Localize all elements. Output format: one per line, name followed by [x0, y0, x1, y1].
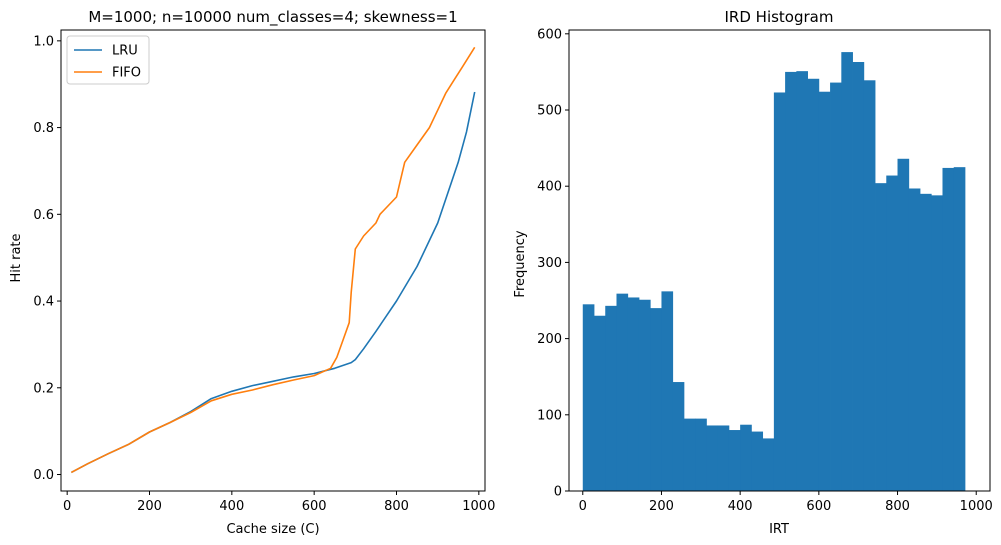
x-tick-label: 600: [302, 499, 327, 514]
histogram-bar: [661, 291, 674, 491]
x-tick-label: 200: [137, 499, 162, 514]
histogram-bar: [616, 293, 629, 491]
histogram-bar: [886, 175, 898, 492]
histogram-bar: [627, 297, 640, 491]
histogram-chart: IRD Histogram 0 200 400 600 800 1000 0 100 200 30…: [513, 8, 993, 537]
x-tick-label: 0: [63, 499, 71, 514]
histogram-bar: [582, 304, 595, 491]
histogram-bar: [863, 80, 876, 491]
histogram-bar: [717, 425, 730, 491]
y-axis-label: Hit rate: [9, 233, 24, 282]
y-tick-label: 0.0: [33, 468, 54, 483]
histogram-bar: [594, 315, 606, 491]
histogram-bar: [818, 91, 831, 491]
y-tick-label: 600: [537, 27, 562, 42]
histogram-bar: [706, 425, 719, 491]
histogram-bar: [942, 167, 955, 492]
y-tick-label: 0.8: [33, 121, 54, 136]
histogram-bar: [638, 299, 651, 491]
histogram-bar: [897, 158, 910, 491]
hit-rate-chart: M=1000; n=10000 num_classes=4; skewness=…: [9, 8, 495, 537]
x-tick-label: 800: [885, 499, 910, 514]
histogram-bar: [841, 52, 853, 491]
histogram-bar: [672, 382, 685, 491]
histogram-bar: [953, 167, 966, 491]
x-axis-label: Cache size (C): [226, 522, 319, 537]
y-tick-label: 200: [537, 332, 562, 347]
plot-area: 0 200 400 600 800 1000 0.0 0.2 0.4 0.6 0.8 1.0 LRU FI…: [33, 29, 495, 514]
histogram-bar: [852, 62, 865, 491]
chart-title: M=1000; n=10000 num_classes=4; skewness=…: [88, 8, 457, 27]
x-tick-label: 800: [384, 499, 409, 514]
histogram-bar: [830, 82, 842, 491]
histogram-bar: [683, 418, 696, 491]
histogram-bar: [785, 71, 797, 491]
y-tick-label: 0.2: [33, 381, 54, 396]
histogram-bar: [920, 193, 932, 491]
y-tick-label: 0.6: [33, 208, 54, 223]
histogram-bar: [751, 431, 764, 491]
histogram-bar: [728, 430, 741, 491]
x-tick-label: 400: [219, 499, 244, 514]
x-tick-label: 400: [728, 499, 753, 514]
histogram-bar: [796, 71, 808, 492]
histogram-bar: [773, 92, 786, 491]
series-line-fifo: [70, 46, 476, 474]
x-tick-label: 200: [649, 499, 674, 514]
histogram-bar: [605, 305, 617, 491]
plot-area: 0 200 400 600 800 1000 0 100 200 300 400 500 600: [537, 27, 993, 514]
x-tick-label: 600: [806, 499, 831, 514]
histogram-bar: [695, 418, 707, 491]
y-axis-label: Frequency: [513, 230, 528, 297]
legend-label-fifo: FIFO: [112, 66, 141, 81]
x-axis-label: IRT: [769, 522, 789, 537]
x-tick-label: 1000: [462, 499, 495, 514]
y-tick-label: 0: [554, 485, 562, 500]
y-tick-label: 500: [537, 104, 562, 119]
chart-title: IRD Histogram: [725, 8, 834, 26]
legend-label-lru: LRU: [112, 44, 138, 59]
histogram-bar: [908, 188, 921, 492]
plot-frame: [568, 29, 991, 492]
y-tick-label: 100: [537, 408, 562, 423]
legend: LRU FIFO: [66, 35, 150, 85]
x-tick-label: 0: [579, 499, 587, 514]
plot-frame: [60, 29, 486, 492]
histogram-bar: [650, 308, 662, 491]
y-tick-label: 300: [537, 256, 562, 271]
histogram-bar: [931, 195, 943, 491]
histogram-bar: [875, 183, 887, 491]
histogram-bar: [807, 78, 820, 492]
histogram-bar: [762, 438, 775, 491]
histogram-bar: [740, 424, 752, 491]
x-tick-label: 1000: [960, 499, 993, 514]
y-tick-label: 1.0: [33, 34, 54, 49]
y-tick-label: 0.4: [33, 295, 54, 310]
y-tick-label: 400: [537, 180, 562, 195]
